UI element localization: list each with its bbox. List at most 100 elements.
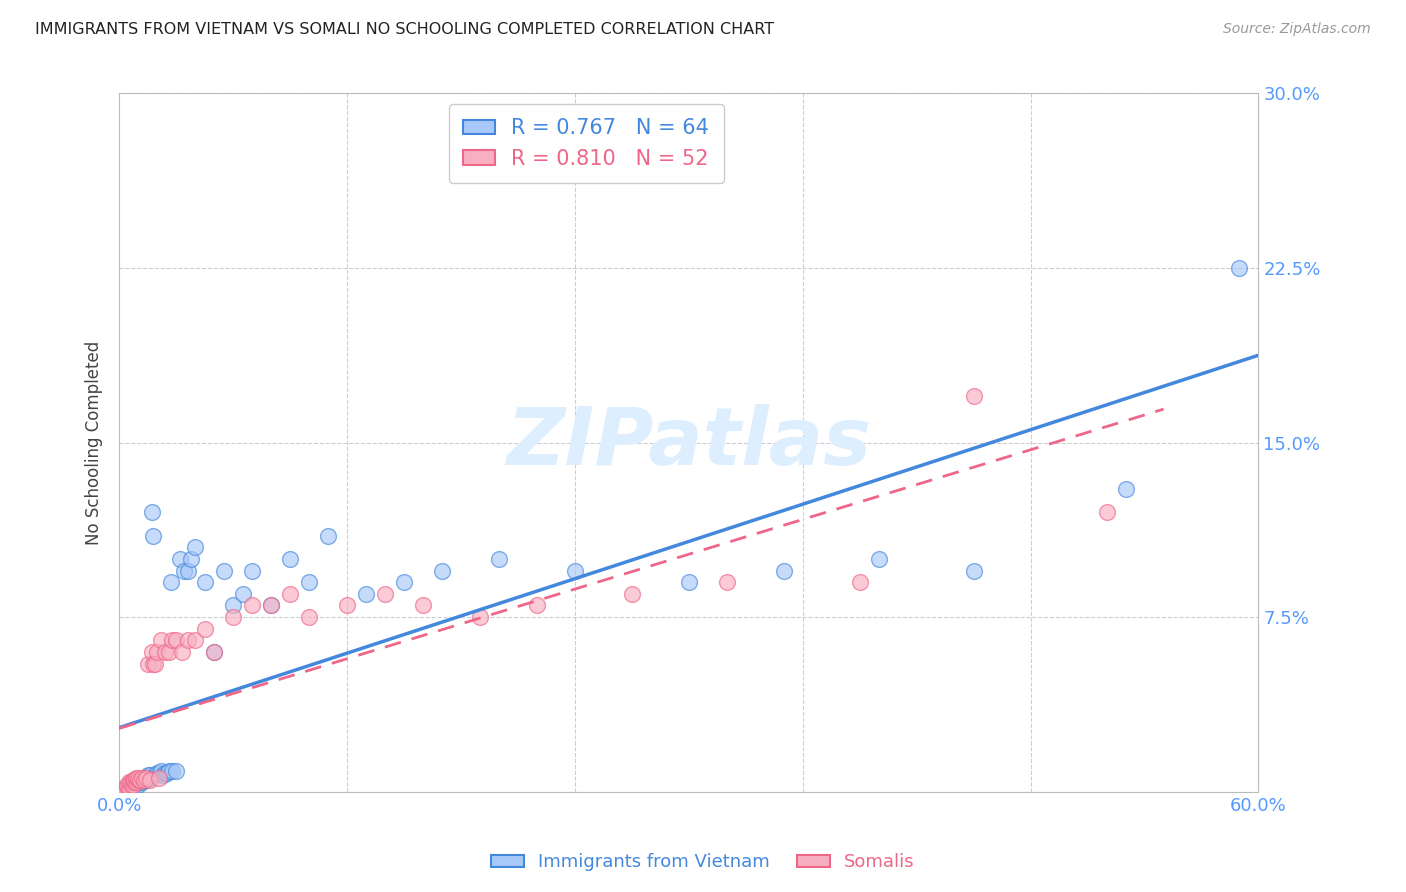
Point xyxy=(848,575,870,590)
Point xyxy=(120,778,142,792)
Y-axis label: No Schooling Completed: No Schooling Completed xyxy=(86,341,103,545)
Point xyxy=(150,633,173,648)
Point xyxy=(143,768,166,782)
Point xyxy=(374,587,396,601)
Point xyxy=(115,778,138,792)
Point xyxy=(125,775,148,789)
Point xyxy=(620,587,643,601)
Point xyxy=(336,599,359,613)
Point xyxy=(115,780,138,794)
Point xyxy=(120,778,142,792)
Point xyxy=(240,599,263,613)
Point xyxy=(131,775,153,789)
Point xyxy=(157,764,180,778)
Point xyxy=(153,766,176,780)
Point xyxy=(136,657,159,671)
Point xyxy=(129,775,152,789)
Legend: R = 0.767   N = 64, R = 0.810   N = 52: R = 0.767 N = 64, R = 0.810 N = 52 xyxy=(449,103,724,184)
Point xyxy=(260,599,283,613)
Point xyxy=(240,564,263,578)
Point xyxy=(488,552,510,566)
Point xyxy=(184,541,207,555)
Point xyxy=(1095,505,1118,519)
Point xyxy=(170,645,193,659)
Point xyxy=(963,564,986,578)
Point xyxy=(121,773,143,788)
Point xyxy=(176,564,198,578)
Point xyxy=(152,768,174,782)
Point xyxy=(232,587,254,601)
Point xyxy=(142,657,165,671)
Point xyxy=(138,771,160,785)
Point xyxy=(141,645,163,659)
Point xyxy=(120,780,142,794)
Point xyxy=(316,528,339,542)
Point xyxy=(125,775,148,789)
Point xyxy=(120,775,142,789)
Point xyxy=(526,599,548,613)
Point xyxy=(124,775,146,789)
Point xyxy=(162,633,184,648)
Point xyxy=(127,771,149,785)
Point xyxy=(165,764,187,778)
Point xyxy=(118,778,141,792)
Point xyxy=(127,773,149,788)
Point xyxy=(184,633,207,648)
Point xyxy=(354,587,377,601)
Point xyxy=(129,773,152,788)
Point xyxy=(298,575,321,590)
Point xyxy=(121,778,143,792)
Point xyxy=(131,771,153,785)
Point xyxy=(118,780,141,794)
Text: Source: ZipAtlas.com: Source: ZipAtlas.com xyxy=(1223,22,1371,37)
Point xyxy=(127,778,149,792)
Point xyxy=(165,633,187,648)
Point xyxy=(148,766,170,780)
Point xyxy=(298,610,321,624)
Point xyxy=(132,773,155,788)
Point xyxy=(678,575,700,590)
Point xyxy=(127,773,149,788)
Point xyxy=(142,528,165,542)
Point xyxy=(129,773,152,788)
Point xyxy=(138,768,160,782)
Point xyxy=(124,775,146,789)
Point xyxy=(124,773,146,788)
Point xyxy=(194,575,217,590)
Point xyxy=(114,782,136,797)
Point xyxy=(169,552,191,566)
Point xyxy=(118,780,141,794)
Point xyxy=(772,564,794,578)
Point xyxy=(135,773,157,788)
Point xyxy=(132,771,155,785)
Point xyxy=(176,633,198,648)
Point xyxy=(162,764,184,778)
Point xyxy=(157,645,180,659)
Point xyxy=(468,610,491,624)
Point xyxy=(124,778,146,792)
Point xyxy=(222,599,245,613)
Point xyxy=(121,778,143,792)
Point xyxy=(202,645,225,659)
Point xyxy=(278,552,301,566)
Point xyxy=(148,771,170,785)
Point xyxy=(141,505,163,519)
Point xyxy=(125,771,148,785)
Point xyxy=(118,775,141,789)
Point xyxy=(194,622,217,636)
Point xyxy=(868,552,890,566)
Point xyxy=(150,764,173,778)
Point xyxy=(135,771,157,785)
Point xyxy=(173,564,195,578)
Point xyxy=(963,389,986,403)
Point xyxy=(202,645,225,659)
Point xyxy=(153,645,176,659)
Legend: Immigrants from Vietnam, Somalis: Immigrants from Vietnam, Somalis xyxy=(484,847,922,879)
Point xyxy=(159,575,181,590)
Point xyxy=(136,768,159,782)
Point xyxy=(260,599,283,613)
Point xyxy=(180,552,202,566)
Point xyxy=(112,782,135,797)
Point xyxy=(392,575,415,590)
Point xyxy=(430,564,453,578)
